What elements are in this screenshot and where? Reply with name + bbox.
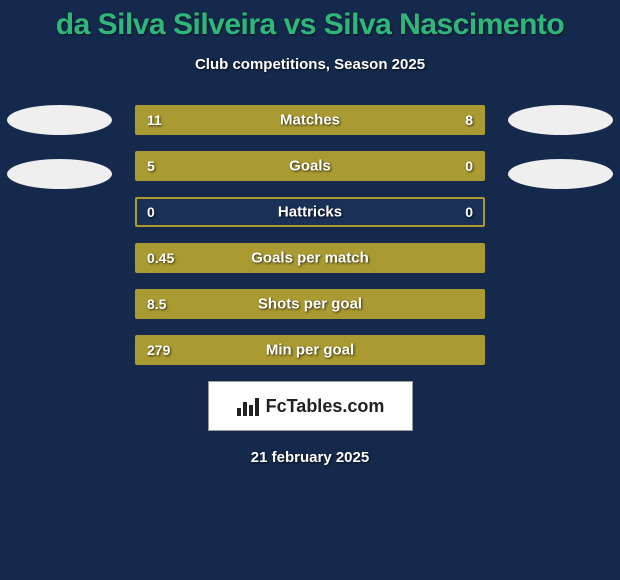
date-label: 21 february 2025 — [0, 449, 620, 466]
player-avatar-right — [508, 159, 613, 189]
value-left: 8.5 — [147, 296, 166, 312]
bar-left — [137, 153, 397, 179]
stat-row: 11 Matches 8 — [135, 105, 485, 135]
stat-label: Min per goal — [266, 342, 354, 359]
value-right: 0 — [465, 204, 473, 220]
value-left: 5 — [147, 158, 155, 174]
page-title: da Silva Silveira vs Silva Nascimento — [0, 0, 620, 42]
stat-row: 0 Hattricks 0 — [135, 197, 485, 227]
stat-label: Goals — [289, 158, 331, 175]
stat-row: 8.5 Shots per goal — [135, 289, 485, 319]
brand-text: FcTables.com — [266, 396, 385, 417]
stat-label: Shots per goal — [258, 296, 362, 313]
comparison-chart: 11 Matches 8 5 Goals 0 0 Hattricks 0 0.45 Goals pe… — [0, 105, 620, 365]
stat-label: Matches — [280, 112, 340, 129]
value-right: 0 — [465, 158, 473, 174]
stat-row: 0.45 Goals per match — [135, 243, 485, 273]
value-left: 0 — [147, 204, 155, 220]
stat-row: 279 Min per goal — [135, 335, 485, 365]
player-avatar-left — [7, 159, 112, 189]
value-left: 0.45 — [147, 250, 174, 266]
brand-bars-icon — [236, 396, 262, 416]
subtitle: Club competitions, Season 2025 — [0, 56, 620, 73]
brand-badge: FcTables.com — [208, 381, 413, 431]
stat-rows: 11 Matches 8 5 Goals 0 0 Hattricks 0 0.45 Goals pe… — [135, 105, 485, 365]
player-avatar-left — [7, 105, 112, 135]
stat-label: Hattricks — [278, 204, 342, 221]
player-avatar-right — [508, 105, 613, 135]
stat-label: Goals per match — [251, 250, 369, 267]
value-left: 279 — [147, 342, 170, 358]
value-right: 8 — [465, 112, 473, 128]
value-left: 11 — [147, 112, 162, 128]
stat-row: 5 Goals 0 — [135, 151, 485, 181]
